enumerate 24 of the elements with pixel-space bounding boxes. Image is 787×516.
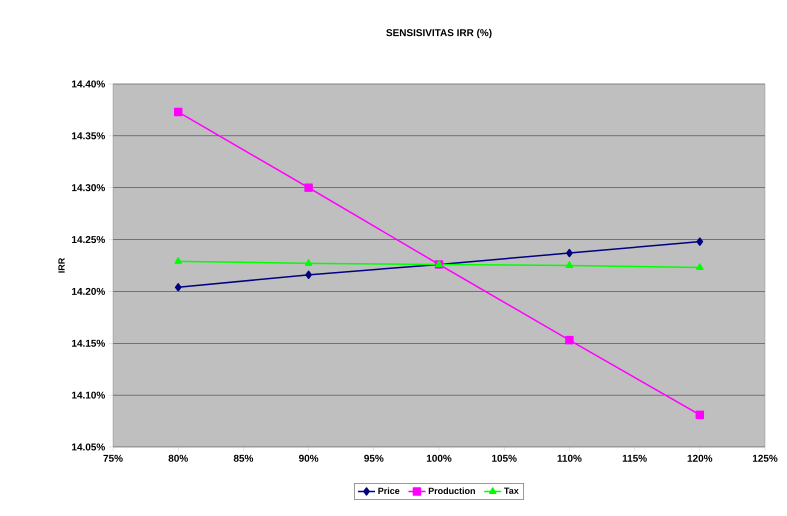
y-tick-label: 14.25% [72, 236, 105, 244]
y-tick-label: 14.05% [72, 443, 105, 451]
x-tick-label: 120% [688, 454, 712, 462]
y-axis-title: IRR [58, 258, 65, 273]
y-tick-label: 14.40% [72, 80, 105, 88]
y-tick-label: 14.15% [72, 340, 105, 347]
legend-label: Tax [504, 488, 519, 494]
x-tick-label: 90% [298, 454, 318, 462]
x-tick-label: 125% [752, 454, 778, 462]
x-tick-label: 75% [103, 454, 123, 462]
x-tick-label: 105% [492, 454, 517, 462]
x-tick-label: 80% [168, 454, 188, 462]
y-tick-label: 14.35% [72, 132, 105, 140]
x-tick-label: 100% [426, 454, 452, 462]
x-tick-label: 115% [622, 454, 647, 462]
x-tick-label: 85% [234, 454, 254, 462]
y-tick-label: 14.30% [72, 184, 105, 192]
x-tick-label: 110% [558, 454, 582, 462]
x-tick-label: 95% [364, 454, 384, 462]
legend-label: Price [378, 487, 400, 494]
y-tick-label: 14.20% [72, 288, 105, 295]
chart-title: SENSISIVITAS IRR (%) [386, 28, 492, 38]
legend-label: Production [428, 487, 475, 494]
y-tick-label: 14.10% [72, 392, 105, 399]
